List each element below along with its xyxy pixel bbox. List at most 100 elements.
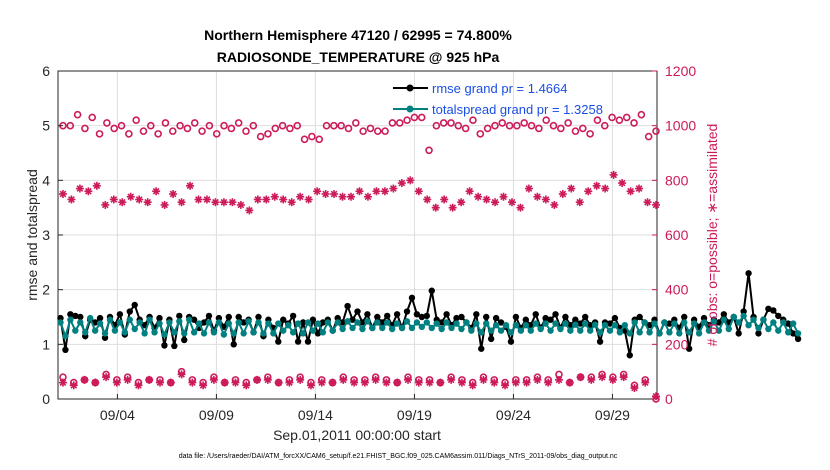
series-possible-point xyxy=(564,119,572,127)
x-tick-label: 09/04 xyxy=(100,407,135,423)
series-assimilated-point xyxy=(491,198,500,207)
series-totalspread-point xyxy=(349,324,356,332)
series-rmse-point xyxy=(626,352,633,359)
series-rmse-point xyxy=(77,313,84,321)
series-totalspread-point xyxy=(636,329,643,336)
series-totalspread-point xyxy=(388,325,396,333)
series-assimilated-low-point xyxy=(544,378,553,387)
series-totalspread-point xyxy=(681,319,688,326)
series-rmse-point xyxy=(359,319,366,326)
series-assimilated-point xyxy=(152,187,161,196)
series-totalspread-point xyxy=(582,320,589,327)
series-assimilated-low-point xyxy=(468,381,477,390)
series-totalspread-point xyxy=(359,325,366,333)
series-totalspread-point xyxy=(96,320,104,327)
series-assimilated-low-point xyxy=(134,381,143,390)
series-totalspread-point xyxy=(616,329,624,336)
series-totalspread-point xyxy=(111,327,119,334)
series-totalspread-point xyxy=(601,322,609,329)
series-assimilated-low-point xyxy=(155,378,164,387)
series-totalspread-point xyxy=(720,316,728,323)
series-assimilated-low-point xyxy=(80,375,89,384)
series-possible-point xyxy=(432,121,441,130)
series-rmse-point xyxy=(735,330,742,337)
series-possible-point xyxy=(220,121,228,130)
series-totalspread-point xyxy=(181,330,188,337)
series-rmse-point xyxy=(156,314,163,322)
series-rmse-point xyxy=(577,320,584,327)
series-rmse-point xyxy=(384,312,391,320)
legend-marker-rmse xyxy=(406,84,414,92)
series-assimilated-low-point xyxy=(641,378,650,387)
series-possible-point xyxy=(469,116,477,124)
series-possible-point xyxy=(212,130,221,138)
series-assimilated-low-point xyxy=(511,378,520,387)
series-possible-point xyxy=(234,119,243,127)
series-assimilated-low-point xyxy=(360,378,369,387)
series-assimilated-point xyxy=(186,181,195,190)
series-assimilated-low-point xyxy=(339,375,348,384)
series-assimilated-low-point xyxy=(317,378,326,387)
series-rmse-point xyxy=(458,313,465,321)
series-possible-point xyxy=(249,121,258,130)
series-totalspread-point xyxy=(210,329,218,336)
series-possible-point xyxy=(110,124,119,133)
y-axis-label-left: rmse and totalspread xyxy=(24,169,40,301)
series-assimilated-point xyxy=(550,200,559,209)
series-totalspread-point xyxy=(626,330,633,337)
series-assimilated-point xyxy=(431,203,440,212)
series-assimilated-low-point xyxy=(490,378,499,387)
series-totalspread-point xyxy=(685,329,693,336)
series-totalspread-point xyxy=(225,320,232,327)
series-rmse-point xyxy=(379,319,386,326)
series-assimilated-point xyxy=(219,198,228,207)
series-totalspread-point xyxy=(220,331,228,338)
series-assimilated-point xyxy=(584,187,593,196)
series-totalspread-point xyxy=(62,332,69,340)
series-rmse-point xyxy=(606,320,614,327)
series-assimilated-point xyxy=(330,190,339,198)
series-rmse-point xyxy=(685,345,693,352)
series-assimilated-point xyxy=(101,200,110,209)
series-assimilated-low-point xyxy=(350,378,359,387)
series-assimilated-point xyxy=(169,190,178,198)
series-possible-point xyxy=(95,130,104,138)
series-totalspread-point xyxy=(101,330,109,337)
series-possible-point xyxy=(630,119,638,127)
series-totalspread-point xyxy=(86,314,94,322)
series-totalspread-point xyxy=(284,322,292,329)
series-rmse-point xyxy=(294,338,302,345)
series-assimilated-low-point xyxy=(404,375,413,384)
series-totalspread-point xyxy=(379,324,386,332)
series-assimilated-point xyxy=(177,198,186,207)
series-possible-point xyxy=(308,132,316,141)
series-totalspread-point xyxy=(270,330,277,337)
series-rmse-point xyxy=(205,312,213,320)
series-assimilated-low-point xyxy=(199,381,208,390)
series-rmse-point xyxy=(403,308,411,315)
series-totalspread-point xyxy=(473,320,480,327)
series-totalspread-point xyxy=(195,320,203,327)
series-assimilated-low-point xyxy=(285,378,294,387)
series-rmse-point xyxy=(596,338,604,345)
y-axis-label-right: # of obs: o=possible; ∗=assimilated xyxy=(704,124,720,347)
series-rmse-point xyxy=(720,311,728,318)
series-possible-point xyxy=(359,127,367,135)
series-rmse-point xyxy=(255,313,262,321)
series-totalspread-point xyxy=(671,320,678,327)
series-rmse-point xyxy=(393,311,401,318)
series-rmse-point xyxy=(200,319,208,326)
series-assimilated-low-point xyxy=(188,378,197,387)
series-totalspread-point xyxy=(690,320,698,327)
series-totalspread-point xyxy=(651,320,658,327)
series-rmse-point xyxy=(547,316,554,323)
x-tick-label: 09/14 xyxy=(298,407,333,423)
series-totalspread-point xyxy=(235,319,242,326)
series-assimilated-point xyxy=(211,198,220,207)
series-assimilated-point xyxy=(118,198,127,207)
series-totalspread-point xyxy=(433,320,440,327)
series-rmse-point xyxy=(443,311,450,318)
series-assimilated-low-point xyxy=(608,375,617,384)
series-rmse-point xyxy=(349,316,356,323)
